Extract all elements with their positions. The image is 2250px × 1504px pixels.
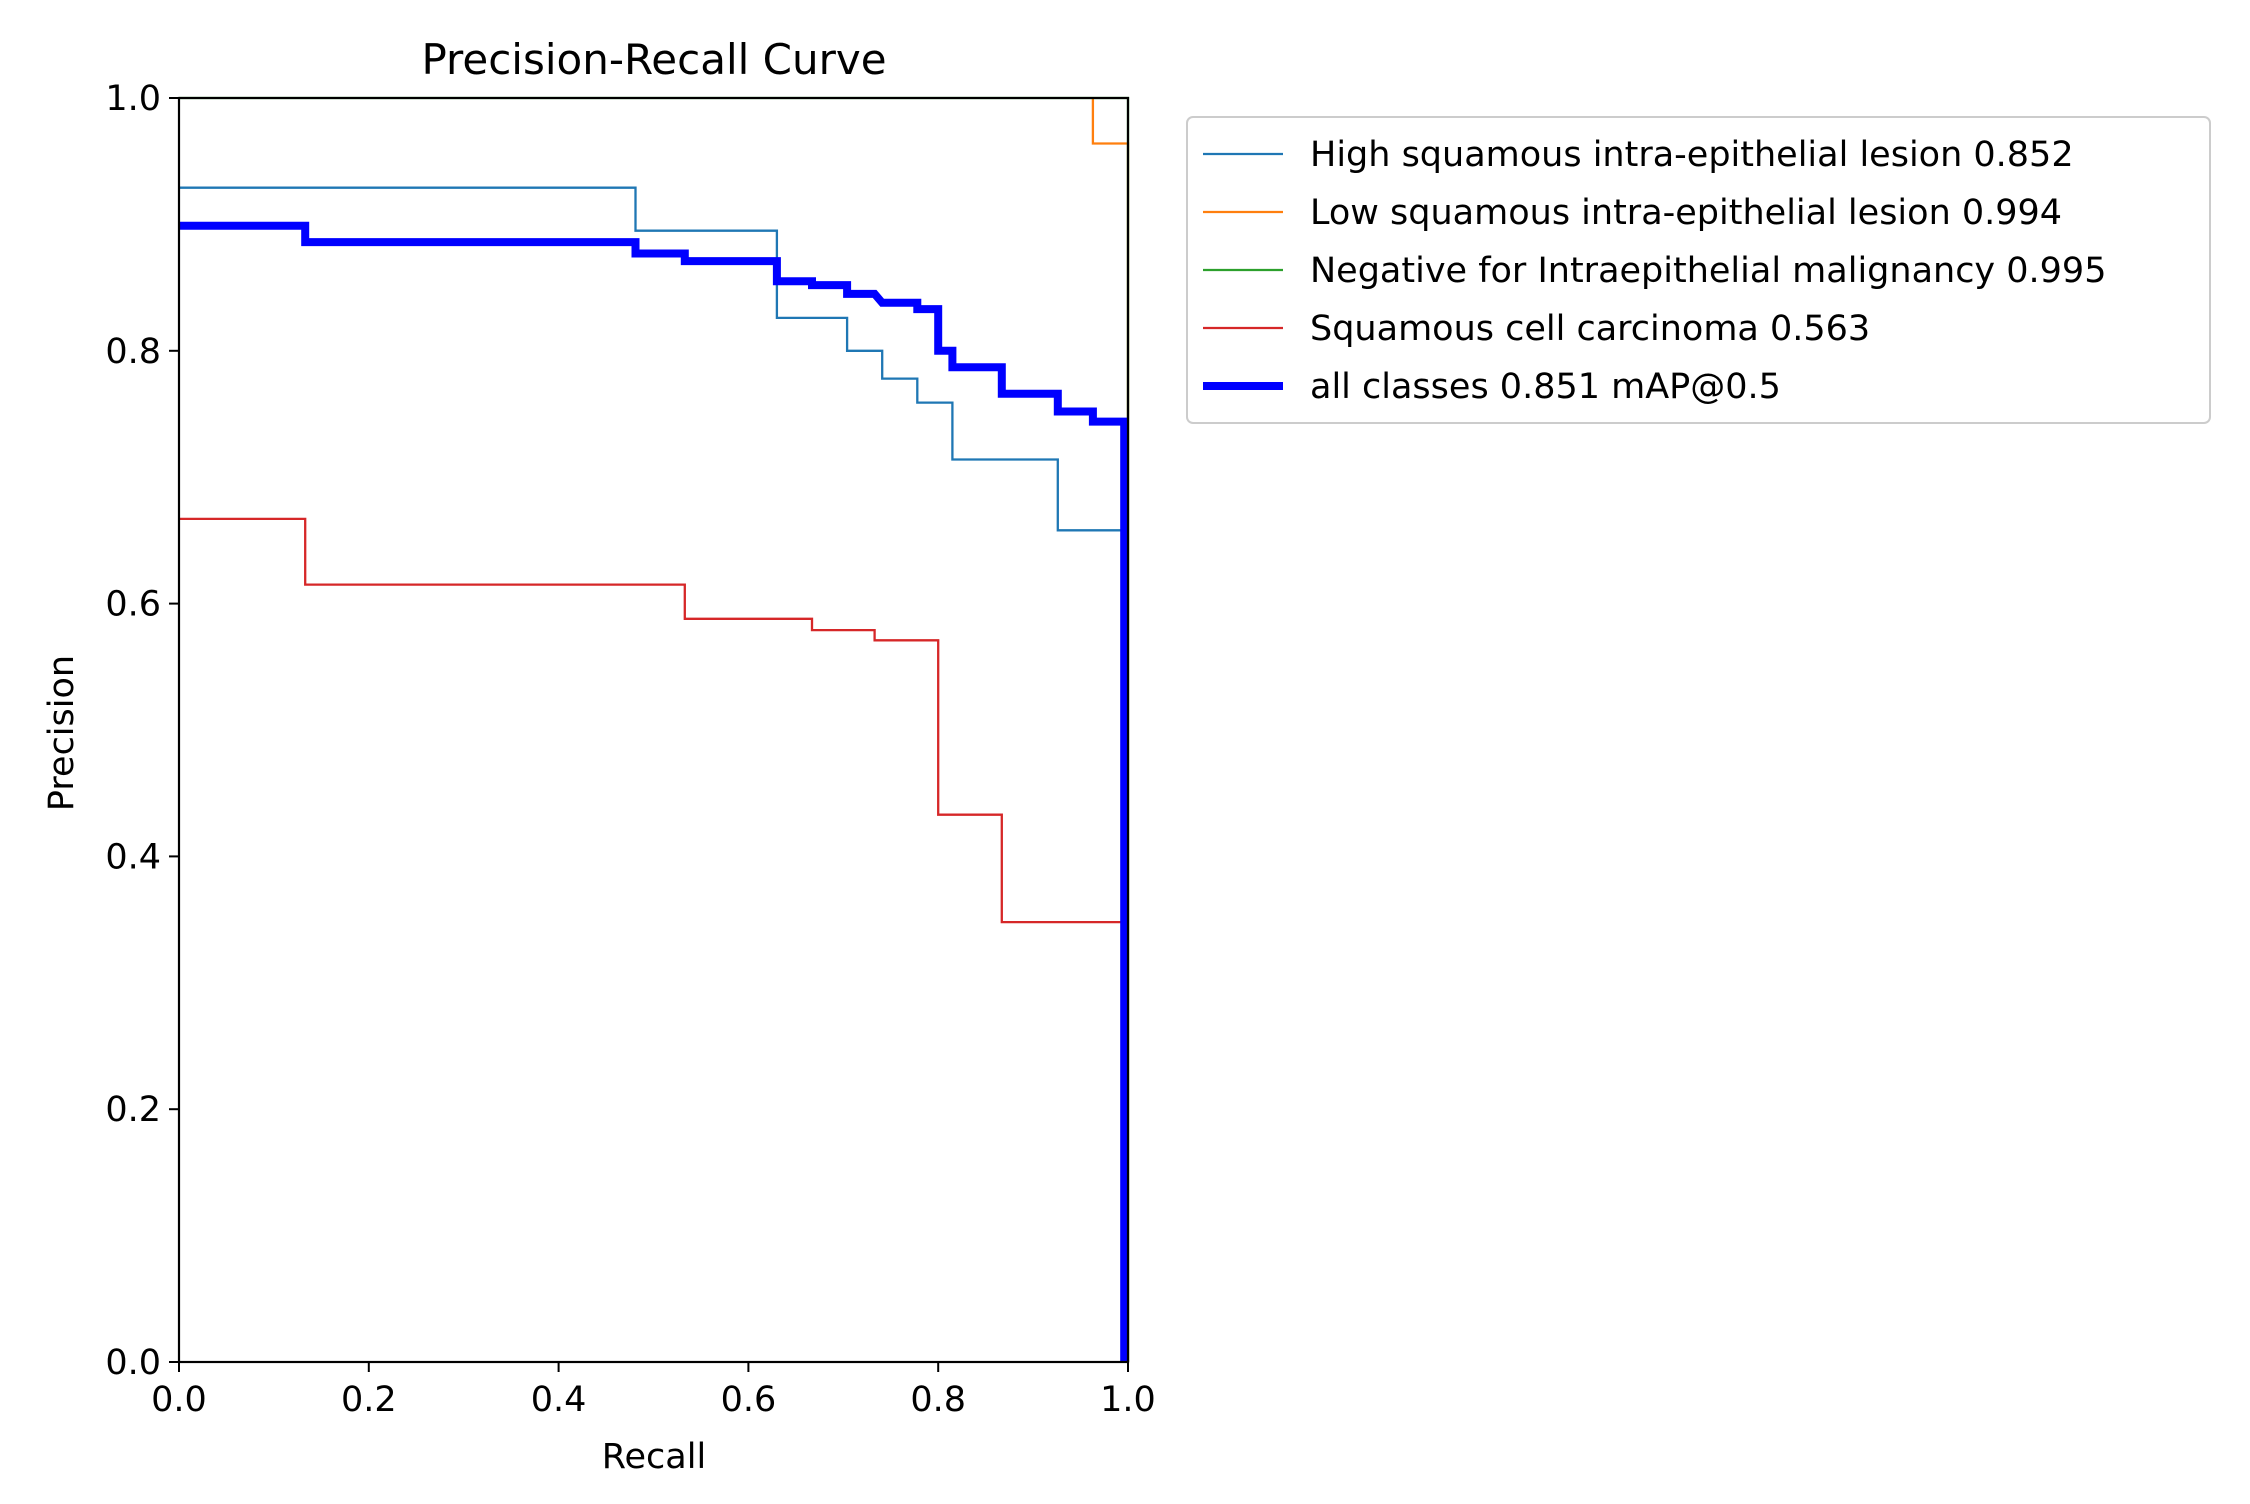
legend-label-2: Low squamous intra-epithelial lesion 0.9… [1310, 193, 2062, 233]
legend-label-5: all classes 0.851 mAP@0.5 [1310, 367, 1781, 407]
legend: High squamous intra-epithelial lesion 0.… [1186, 116, 2211, 424]
x-tick-label: 0.8 [910, 1380, 966, 1420]
series-line-1 [179, 186, 1126, 1362]
y-axis-label: Precision [42, 655, 82, 811]
series-group [179, 96, 1130, 1362]
x-tick-label: 0.6 [721, 1380, 777, 1420]
legend-label-3: Negative for Intraepithelial malignancy … [1310, 251, 2106, 291]
y-tick-label: 0.2 [105, 1090, 161, 1130]
legend-box [1186, 116, 2211, 424]
plot-area: 0.0 0.2 0.4 0.6 0.8 1.0 0.0 0.2 0.4 0.6 0.8 1.0 [105, 79, 1156, 1420]
series-line-5 [179, 221, 1129, 1362]
x-tick-label: 0.2 [341, 1380, 397, 1420]
x-tick-label: 1.0 [1100, 1380, 1156, 1420]
legend-label-4: Squamous cell carcinoma 0.563 [1310, 309, 1870, 349]
plot-frame [177, 96, 1130, 1364]
x-axis-label: Recall [602, 1437, 706, 1477]
series-line-3 [179, 96, 1130, 1362]
x-tick-label: 0.0 [151, 1380, 207, 1420]
y-tick-label: 1.0 [105, 79, 161, 119]
chart-title: Precision-Recall Curve [421, 35, 886, 84]
y-tick-label: 0.4 [105, 837, 161, 877]
legend-label-1: High squamous intra-epithelial lesion 0.… [1310, 135, 2074, 175]
x-tick-label: 0.4 [531, 1380, 587, 1420]
y-tick-label: 0.6 [105, 585, 161, 625]
y-tick-label: 0.8 [105, 332, 161, 372]
y-tick-label: 0.0 [105, 1343, 161, 1383]
series-line-4 [179, 517, 1126, 1362]
